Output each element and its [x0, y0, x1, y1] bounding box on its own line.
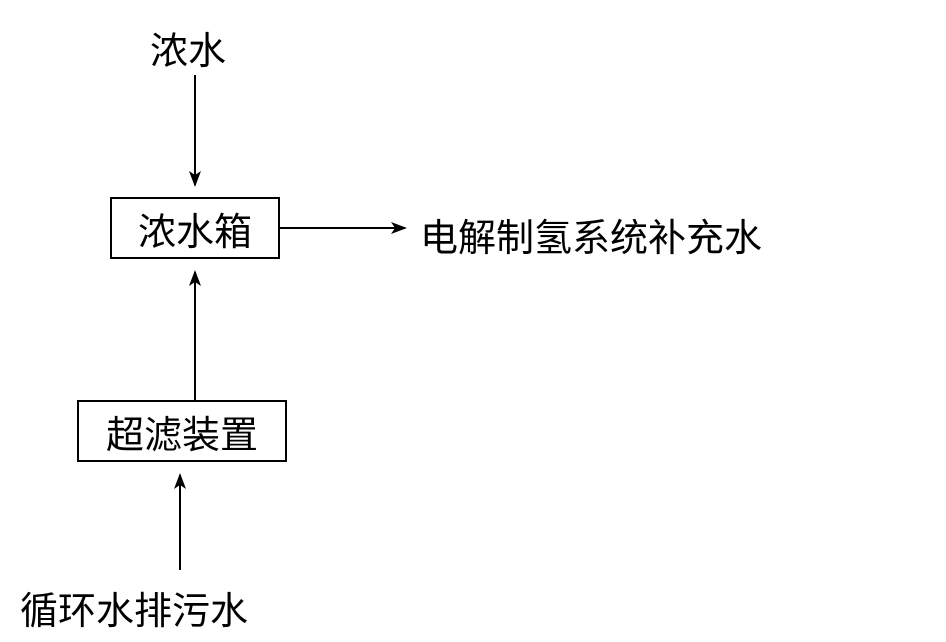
node-tank: 浓水箱	[110, 197, 280, 259]
node-tank-label: 浓水箱	[138, 201, 252, 256]
label-right-output: 电解制氢系统补充水	[420, 207, 762, 262]
node-uf: 超滤装置	[77, 400, 287, 462]
label-bottom-input: 循环水排污水	[20, 580, 248, 635]
flow-arrows	[0, 0, 946, 642]
node-uf-label: 超滤装置	[106, 404, 258, 459]
label-top-input: 浓水	[150, 20, 226, 75]
